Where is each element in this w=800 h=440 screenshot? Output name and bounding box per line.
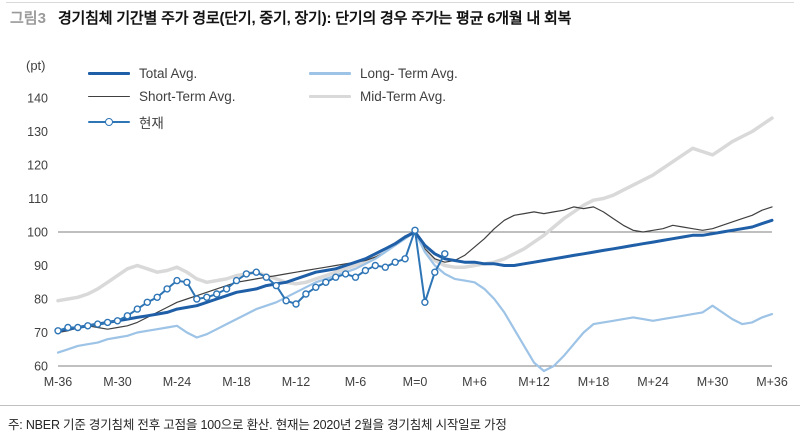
series-marker-current [232,276,241,285]
y-tick-label: 80 [34,293,48,307]
legend-item-long-term-avg: Long- Term Avg. [309,66,458,81]
footnote-divider [0,405,800,406]
series-line-long [56,230,774,373]
chart-legend: Total Avg. Long- Term Avg. Short-Term Av… [88,66,458,132]
y-tick-label: 100 [27,226,48,240]
series-marker-current [371,261,379,270]
series-marker-current [193,295,201,303]
legend-item-current: 현재 [88,112,303,132]
y-tick-label: 90 [34,259,48,273]
x-tick-label: M+24 [637,375,669,389]
x-tick-label: M+30 [697,375,729,389]
series-line-current [57,229,446,332]
series-marker-current [302,290,310,298]
legend-label-long-term-avg: Long- Term Avg. [360,66,458,81]
series-marker-current [272,281,280,290]
series-marker-current [93,320,102,328]
series-marker-current [212,290,221,298]
y-tick-label: 120 [27,159,48,173]
series-marker-current [84,322,92,330]
series-marker-current [351,273,360,281]
legend-item-mid-term-avg: Mid-Term Avg. [309,89,458,104]
y-tick-label: 130 [27,125,48,139]
series-marker-current [322,278,330,287]
series-marker-current [103,318,112,327]
y-axis-unit-label: (pt) [26,58,46,73]
series-marker-current [441,250,449,258]
chart-area: 60 70 80 90 100 110 120 130 140 M-36 M-30 M-24 M-18 M… [0,88,800,405]
y-tick-label: 140 [27,92,48,106]
series-marker-current [54,327,62,335]
x-tick-label: M+12 [518,375,550,389]
series-marker-current [173,276,181,285]
figure-number-label: 그림3 [10,10,46,27]
long-term-avg-line-icon [309,69,351,79]
series-marker-current [391,258,399,266]
top-divider [6,2,794,3]
x-tick-label: M+18 [578,375,610,389]
series-marker-current [421,298,429,307]
series-marker-current [361,266,370,275]
series-marker-current [252,268,260,276]
figure-header: 그림3 경기침체 기간별 주가 경로(단기, 중기, 장기): 단기의 경우 주가… [10,9,790,29]
y-tick-label: 60 [34,360,48,374]
legend-label-short-term-avg: Short-Term Avg. [139,89,236,104]
series-marker-current [183,278,191,287]
figure-title: 경기침체 기간별 주가 경로(단기, 중기, 장기): 단기의 경우 주가는 평… [57,10,572,27]
series-marker-current [113,317,122,325]
series-marker-current [401,255,409,263]
series-marker-current [292,300,300,308]
legend-label-total-avg: Total Avg. [139,66,198,81]
series-marker-current [262,273,270,281]
x-tick-label: M-30 [103,375,132,389]
footnote: 주: NBER 기준 경기침체 전후 고점을 100으로 환산. 현재는 202… [8,418,507,432]
series-marker-current [312,283,320,292]
x-tick-label: M+36 [756,375,788,389]
series-marker-current [123,312,132,320]
x-tick-label: M-6 [345,375,367,389]
legend-item-total-avg: Total Avg. [88,66,303,81]
total-avg-line-icon [88,69,130,79]
x-tick-label: M=0 [403,375,428,389]
short-term-avg-line-icon [88,92,130,102]
series-marker-current [153,293,161,302]
current-line-marker-icon [88,117,130,127]
series-marker-current [64,323,72,332]
mid-term-avg-line-icon [309,92,351,102]
legend-label-current: 현재 [139,116,164,131]
x-tick-label: M-36 [44,375,73,389]
series-marker-current [143,298,152,307]
series-marker-current [133,305,142,313]
x-tick-label: M+6 [462,375,487,389]
series-marker-current [411,226,419,235]
series-marker-current [431,268,439,276]
line-chart: 60 70 80 90 100 110 120 130 140 M-36 M-30 M-24 M-18 M… [27,92,788,390]
series-marker-current [74,323,82,332]
series-marker-current [282,296,290,305]
legend-label-mid-term-avg: Mid-Term Avg. [360,89,447,104]
series-line-mid [56,116,774,303]
series-marker-current [163,285,171,293]
series-marker-current [381,263,389,271]
y-tick-label: 70 [34,326,48,340]
x-tick-label: M-18 [222,375,251,389]
legend-item-short-term-avg: Short-Term Avg. [88,89,303,104]
series-marker-current [341,270,350,278]
series-marker-current [203,293,211,302]
series-marker-current [332,273,340,281]
y-tick-label: 110 [28,192,48,206]
x-tick-label: M-12 [282,375,311,389]
series-marker-current [222,285,231,293]
series-marker-current [242,270,251,278]
x-tick-label: M-24 [163,375,192,389]
